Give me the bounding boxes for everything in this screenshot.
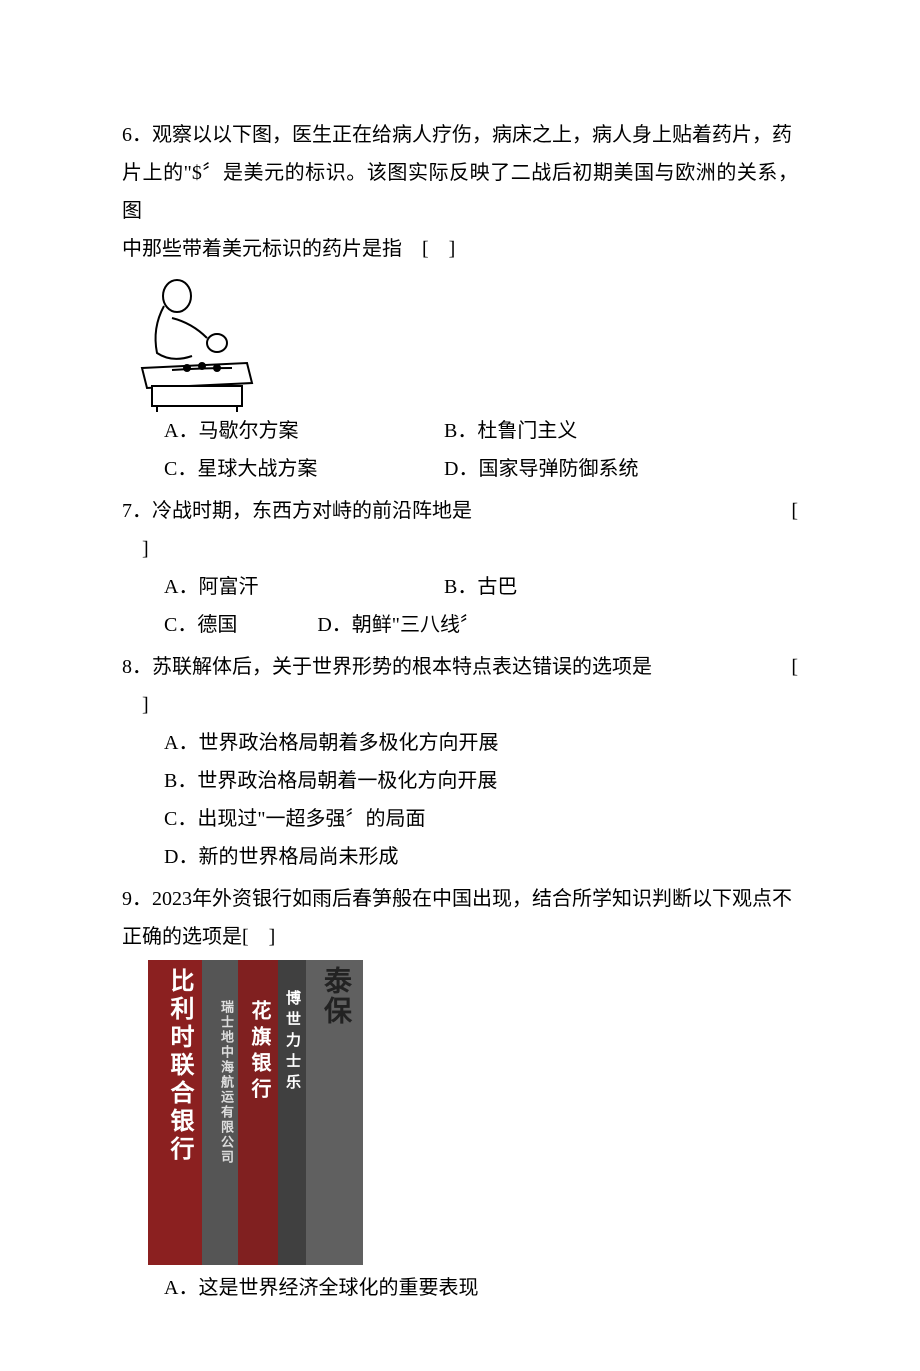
question-6-stem: 6．观察以以下图，医生正在给病人疗伤，病床之上，病人身上贴着药片，药 片上的"$… — [122, 116, 798, 268]
question-9-stem: 9．2023年外资银行如雨后春笋般在中国出现，结合所学知识判断以下观点不 正确的… — [122, 880, 798, 956]
question-6: 6．观察以以下图，医生正在给病人疗伤，病床之上，病人身上贴着药片，药 片上的"$… — [122, 116, 798, 488]
q6-line3: 中那些带着美元标识的药片是指 [ ] — [122, 230, 798, 268]
q7-options-row2: C．德国 D．朝鲜"三八线〞 — [122, 606, 798, 644]
bank-sign-3: 花旗银行 — [238, 960, 278, 1265]
q7-option-a: A．阿富汗 — [164, 568, 444, 606]
question-9: 9．2023年外资银行如雨后春笋般在中国出现，结合所学知识判断以下观点不 正确的… — [122, 880, 798, 1307]
question-8: 8．苏联解体后，关于世界形势的根本特点表达错误的选项是 [ ] A．世界政治格局… — [122, 648, 798, 876]
bank-sign-5: 泰保 — [306, 960, 363, 1265]
q6-line2: 片上的"$〞是美元的标识。该图实际反映了二战后初期美国与欧洲的关系，图 — [122, 154, 798, 230]
q7-text: 冷战时期，东西方对峙的前沿阵地是 — [152, 500, 472, 522]
q9-line2: 正确的选项是[ ] — [122, 918, 798, 956]
q8-option-b: B．世界政治格局朝着一极化方向开展 — [122, 762, 798, 800]
q9-line1: 9．2023年外资银行如雨后春笋般在中国出现，结合所学知识判断以下观点不 — [122, 880, 798, 918]
q6-option-a: A．马歇尔方案 — [164, 412, 444, 450]
question-7: 7．冷战时期，东西方对峙的前沿阵地是 [ ] A．阿富汗 B．古巴 C．德国 D．… — [122, 492, 798, 644]
q6-option-c: C．星球大战方案 — [164, 450, 444, 488]
q7-option-d: D．朝鲜"三八线〞 — [317, 606, 480, 644]
q8-prefix: 8． — [122, 656, 152, 678]
q6-options-row2: C．星球大战方案 D．国家导弹防御系统 — [122, 450, 798, 488]
q7-bracket-open: [ — [791, 492, 798, 530]
q9-line1-text: 2023年外资银行如雨后春笋般在中国出现，结合所学知识判断以下观点不 — [152, 888, 792, 910]
q8-option-a: A．世界政治格局朝着多极化方向开展 — [122, 724, 798, 762]
q9-option-a: A．这是世界经济全球化的重要表现 — [122, 1269, 798, 1307]
q8-bracket-close-line: ] — [122, 686, 798, 724]
q8-bracket-open: [ — [791, 648, 798, 686]
q6-option-d: D．国家导弹防御系统 — [444, 450, 798, 488]
question-8-stem: 8．苏联解体后，关于世界形势的根本特点表达错误的选项是 [ — [122, 648, 798, 686]
q8-option-d: D．新的世界格局尚未形成 — [122, 838, 798, 876]
bank-sign-1: 比利时联合银行 — [148, 960, 202, 1265]
q7-prefix: 7． — [122, 500, 152, 522]
q6-line2-text: 片上的"$〞是美元的标识。该图实际反映了二战后初期美国与欧洲的关系，图 — [122, 162, 798, 222]
foreign-banks-photo: 比利时联合银行 瑞士地中海航运有限公司 花旗银行 博世力士乐 泰保 — [148, 960, 363, 1265]
q9-prefix: 9． — [122, 888, 152, 910]
question-7-stem: 7．冷战时期，东西方对峙的前沿阵地是 [ — [122, 492, 798, 530]
q6-option-b: B．杜鲁门主义 — [444, 412, 798, 450]
q7-option-b: B．古巴 — [444, 568, 798, 606]
q7-option-c: C．德国 — [164, 606, 237, 644]
q7-options-row1: A．阿富汗 B．古巴 — [122, 568, 798, 606]
q6-options-row1: A．马歇尔方案 B．杜鲁门主义 — [122, 412, 798, 450]
q8-text: 苏联解体后，关于世界形势的根本特点表达错误的选项是 — [152, 656, 652, 678]
doctor-patient-cartoon — [122, 268, 264, 412]
q7-bracket-close-line: ] — [122, 530, 798, 568]
bank-sign-4: 博世力士乐 — [278, 960, 306, 1265]
q6-line1: 6．观察以以下图，医生正在给病人疗伤，病床之上，病人身上贴着药片，药 — [122, 116, 798, 154]
q8-option-c: C．出现过"一超多强〞的局面 — [122, 800, 798, 838]
bank-sign-2: 瑞士地中海航运有限公司 — [202, 960, 238, 1265]
